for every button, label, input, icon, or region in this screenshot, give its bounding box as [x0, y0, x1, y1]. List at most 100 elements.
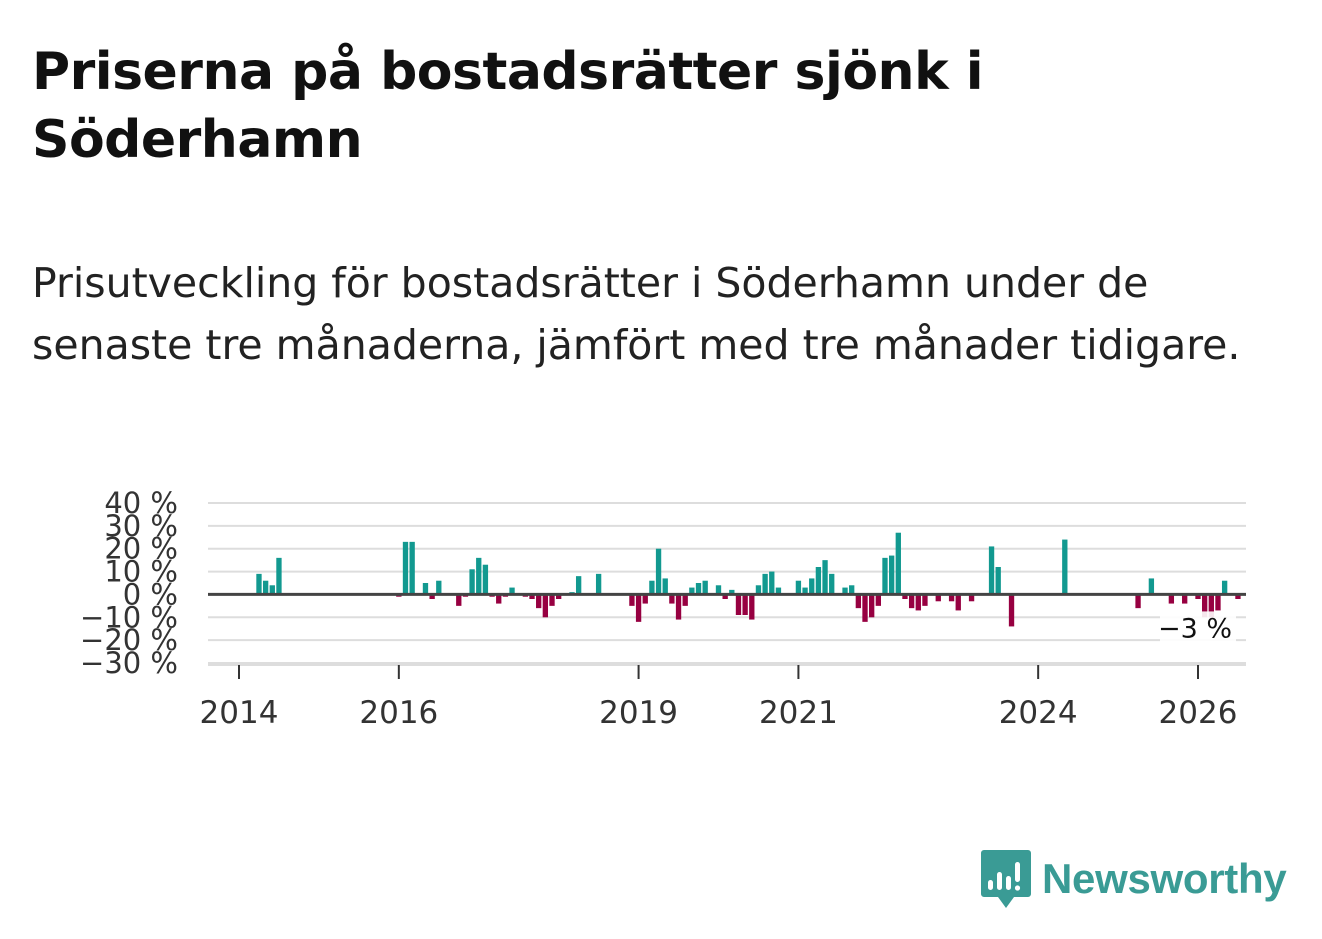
x-tick-label: 2021	[759, 695, 838, 731]
bar	[682, 594, 688, 606]
x-tick-label: 2014	[200, 695, 279, 731]
bar	[809, 578, 815, 595]
bars	[256, 532, 1241, 627]
bar	[995, 567, 1001, 595]
bar	[1201, 594, 1208, 618]
y-tick-label: 30 %	[104, 509, 178, 543]
bar	[948, 594, 955, 602]
bar	[649, 580, 655, 595]
bar	[1008, 594, 1015, 627]
bar	[595, 573, 602, 595]
x-axis: 2014 2016 2019 2021 2024 2026	[200, 665, 1238, 731]
bar	[436, 580, 442, 595]
y-tick-label: 20 %	[104, 532, 178, 566]
y-tick-label: −30 %	[80, 646, 178, 680]
bar	[276, 557, 282, 595]
bar	[895, 532, 901, 595]
gridlines	[208, 502, 1246, 666]
bar	[689, 587, 695, 595]
bar	[262, 580, 269, 595]
annotation-background	[1160, 611, 1236, 646]
bar	[729, 589, 735, 595]
y-tick-label: 10 %	[104, 555, 178, 589]
bar	[556, 594, 562, 599]
x-tick-label: 2016	[359, 695, 438, 731]
bar	[642, 594, 648, 604]
bar	[702, 580, 708, 595]
bar	[855, 594, 862, 609]
bar	[542, 594, 549, 618]
bar	[882, 557, 888, 595]
bar	[902, 594, 908, 599]
bar	[422, 583, 429, 595]
bar	[968, 594, 975, 602]
bar	[815, 567, 822, 595]
bar	[529, 594, 535, 599]
bar	[536, 594, 542, 609]
bar	[775, 587, 782, 595]
bar	[269, 585, 275, 595]
bar	[769, 571, 775, 595]
y-tick-label: −20 %	[80, 623, 178, 657]
bar	[629, 594, 635, 606]
bar	[409, 541, 415, 595]
bar	[456, 594, 462, 606]
bar	[749, 594, 755, 620]
bar	[869, 594, 875, 618]
bar	[908, 594, 915, 609]
bar	[755, 585, 762, 595]
y-axis-labels: 40 %30 %20 %10 %0 %−10 %−20 %−30 %	[80, 486, 178, 680]
bar	[1062, 539, 1068, 595]
chart-title: Priserna på bostadsrätter sjönk i Söderh…	[32, 42, 984, 170]
bar	[829, 573, 835, 595]
brand-name: Newsworthy	[1042, 855, 1287, 902]
annotation-label: −3 %	[1158, 613, 1232, 644]
bar	[482, 564, 489, 595]
bar	[915, 594, 921, 611]
bar	[862, 594, 868, 622]
bar	[715, 585, 722, 595]
bar	[1235, 594, 1241, 599]
bar	[722, 594, 728, 599]
newsworthy-logo: Newsworthy	[980, 848, 1287, 910]
bar	[662, 578, 668, 595]
bar	[695, 583, 702, 595]
bar	[476, 557, 482, 595]
y-tick-label: 40 %	[104, 486, 178, 520]
x-tick-label: 2026	[1159, 695, 1238, 731]
bar	[875, 594, 881, 606]
bar	[402, 541, 409, 595]
bar	[735, 594, 742, 615]
bar	[655, 548, 662, 595]
bar	[1148, 578, 1155, 595]
last-value-annotation: −3 %	[1158, 611, 1236, 646]
bar	[955, 594, 961, 611]
bar	[822, 560, 828, 595]
bar	[675, 594, 682, 620]
bar	[988, 546, 995, 595]
bar	[888, 555, 895, 595]
bar	[842, 587, 848, 595]
bar	[429, 594, 435, 599]
bar	[1215, 594, 1221, 611]
bar	[762, 573, 768, 595]
bar	[256, 573, 262, 595]
bar	[1168, 594, 1175, 604]
bar	[935, 594, 941, 602]
bar	[1135, 594, 1141, 609]
bar	[496, 594, 502, 604]
bar-chart: 40 %30 %20 %10 %0 %−10 %−20 %−30 % 2014 2…	[80, 486, 1246, 731]
bar	[1208, 594, 1214, 618]
y-tick-label: 0 %	[123, 577, 178, 611]
bar	[849, 585, 855, 595]
x-tick-label: 2019	[599, 695, 678, 731]
bar	[1182, 594, 1188, 604]
bar	[549, 594, 555, 606]
bar	[669, 594, 675, 604]
bar	[742, 594, 748, 615]
newsworthy-icon	[981, 850, 1031, 908]
bar	[1221, 580, 1228, 595]
chart-subtitle: Prisutveckling för bostadsrätter i Söder…	[32, 259, 1241, 369]
bar	[575, 576, 582, 595]
bar	[509, 587, 515, 595]
